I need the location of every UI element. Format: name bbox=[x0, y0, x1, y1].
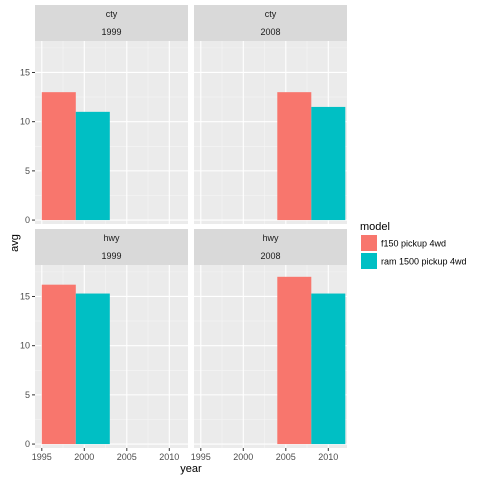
strip-year bbox=[194, 247, 347, 265]
strip-variable-label: cty bbox=[106, 9, 118, 19]
x-tick-label: 2000 bbox=[233, 452, 253, 462]
y-tick-label: 0 bbox=[25, 439, 30, 449]
x-tick-label: 2005 bbox=[276, 452, 296, 462]
strip-variable-label: cty bbox=[265, 9, 277, 19]
facet-panel-hwy-1999: hwy 1999 0 5 10 15 1995 2000 2005 2010 bbox=[20, 229, 188, 462]
x-axis-title: year bbox=[180, 463, 202, 475]
strip-variable-label: hwy bbox=[262, 233, 279, 243]
x-tick-label: 2010 bbox=[159, 452, 179, 462]
x-tick-label: 1995 bbox=[191, 452, 211, 462]
bar-ram-1500 bbox=[311, 293, 346, 445]
y-tick-label: 5 bbox=[25, 390, 30, 400]
legend-label: ram 1500 pickup 4wd bbox=[381, 257, 467, 267]
bar-ram-1500 bbox=[311, 106, 346, 221]
bar-f150 bbox=[277, 92, 312, 221]
bar-ram-1500 bbox=[75, 293, 110, 445]
strip-year-label: 2008 bbox=[260, 251, 280, 261]
x-tick-label: 2010 bbox=[318, 452, 338, 462]
facet-panel-cty-2008: cty 2008 bbox=[194, 5, 347, 224]
strip-variable bbox=[194, 5, 347, 23]
bar-f150 bbox=[277, 276, 312, 445]
facet-panel-cty-1999: cty 1999 0 5 10 15 bbox=[20, 5, 188, 225]
strip-variable bbox=[35, 5, 188, 23]
strip-year bbox=[35, 247, 188, 265]
y-tick-label: 10 bbox=[20, 341, 30, 351]
legend-key-f150 bbox=[361, 235, 377, 251]
strip-year bbox=[35, 23, 188, 41]
y-tick-label: 15 bbox=[20, 67, 30, 77]
x-tick-label: 2005 bbox=[117, 452, 137, 462]
strip-variable bbox=[194, 229, 347, 247]
y-tick-label: 10 bbox=[20, 117, 30, 127]
legend-title: model bbox=[360, 221, 390, 233]
bar-f150 bbox=[41, 284, 76, 445]
legend-key-ram-1500 bbox=[361, 253, 377, 269]
bar-ram-1500 bbox=[75, 111, 110, 221]
strip-variable bbox=[35, 229, 188, 247]
y-tick-label: 0 bbox=[25, 215, 30, 225]
strip-year-label: 2008 bbox=[260, 27, 280, 37]
bar-f150 bbox=[41, 92, 76, 221]
x-tick-label: 1995 bbox=[32, 452, 52, 462]
y-axis-title: avg bbox=[9, 234, 21, 252]
strip-year-label: 1999 bbox=[101, 251, 121, 261]
facet-panel-hwy-2008: hwy 2008 1995 2000 2005 2010 bbox=[191, 229, 347, 462]
strip-year-label: 1999 bbox=[101, 27, 121, 37]
y-tick-label: 5 bbox=[25, 166, 30, 176]
legend-label: f150 pickup 4wd bbox=[381, 239, 446, 249]
strip-year bbox=[194, 23, 347, 41]
strip-variable-label: hwy bbox=[103, 233, 120, 243]
x-tick-label: 2000 bbox=[74, 452, 94, 462]
y-tick-label: 15 bbox=[20, 291, 30, 301]
